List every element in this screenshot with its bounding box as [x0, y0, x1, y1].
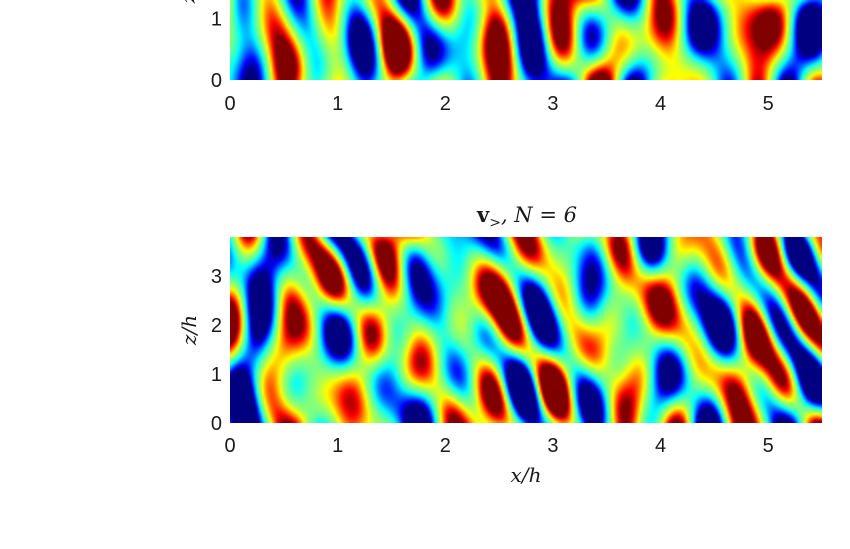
bottom-y-ticks: 0 1 2 3: [211, 266, 222, 435]
bottom-x-tick-label: 2: [440, 435, 451, 457]
bottom-x-tick-label: 3: [547, 435, 558, 457]
top-x-tick-label: 4: [655, 93, 666, 115]
bottom-heatmap-image: [230, 237, 822, 423]
top-y-axis-label: z: [176, 0, 200, 4]
title-subscript: >: [489, 215, 501, 231]
title-vector-v: v: [476, 202, 490, 227]
top-y-ticks: 01: [211, 8, 222, 92]
title-rest: , N = 6: [501, 203, 577, 227]
top-heatmap-image: [230, 0, 822, 80]
top-y-tick-label: 0: [211, 70, 222, 92]
bottom-x-axis-label: x/h: [511, 463, 542, 487]
bottom-y-tick-label: 0: [211, 413, 222, 435]
bottom-y-tick-label: 2: [211, 315, 222, 337]
bottom-y-tick-label: 3: [211, 266, 222, 288]
bottom-x-tick-label: 1: [332, 435, 343, 457]
bottom-y-tick-label: 1: [211, 364, 222, 386]
bottom-x-ticks: 0 1 2 3 4 5: [224, 435, 773, 457]
top-x-tick-label: 0: [224, 93, 235, 115]
top-y-tick-label: 1: [211, 8, 222, 30]
bottom-chart-title: v>, N = 6: [476, 202, 577, 231]
bottom-y-axis-label: z/h: [177, 315, 201, 346]
top-x-tick-label: 5: [763, 93, 774, 115]
bottom-x-tick-label: 4: [655, 435, 666, 457]
top-x-ticks: 0 1 2 3 4 5: [224, 93, 773, 115]
bottom-x-tick-label: 0: [224, 435, 235, 457]
bottom-panel: v>, N = 6 0 1 2 3 4 5 0 1 2 3 x/h z/h: [177, 202, 822, 487]
bottom-x-tick-label: 5: [763, 435, 774, 457]
top-x-tick-label: 3: [547, 93, 558, 115]
top-x-tick-label: 1: [332, 93, 343, 115]
top-x-tick-label: 2: [440, 93, 451, 115]
